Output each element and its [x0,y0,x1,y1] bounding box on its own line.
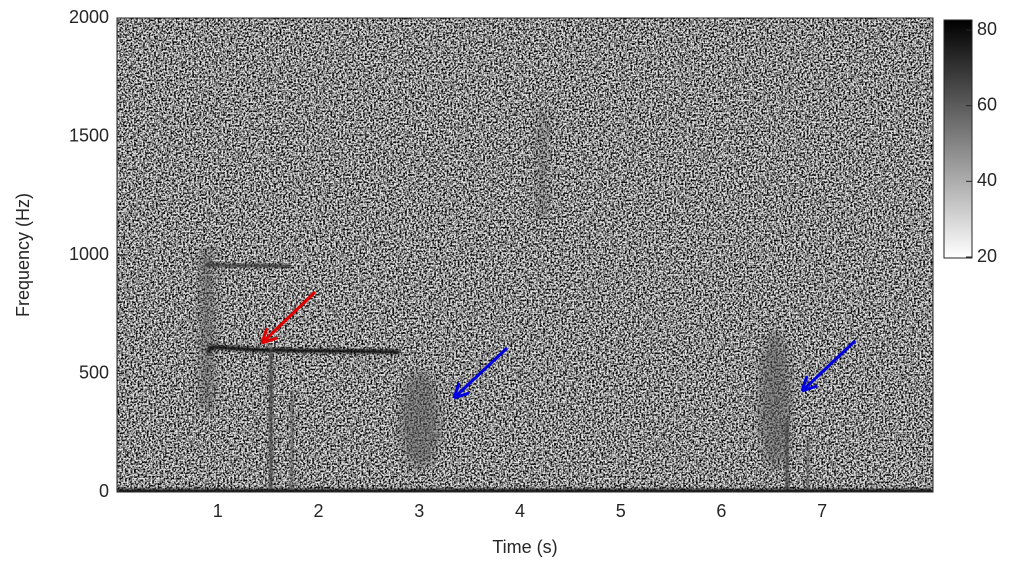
x-tick-label: 1 [213,501,223,521]
colorbar-tick-label: 40 [977,170,997,190]
x-tick-label: 6 [716,501,726,521]
y-tick-label: 1500 [69,125,109,145]
x-tick-label: 5 [616,501,626,521]
colorbar [943,19,973,259]
x-tick-label: 7 [817,501,827,521]
y-tick-label: 0 [99,481,109,501]
y-tick-label: 500 [79,362,109,382]
x-axis-label: Time (s) [492,537,557,557]
x-tick-label: 4 [515,501,525,521]
spectrogram-image [117,18,933,492]
colorbar-tick-label: 20 [977,246,997,266]
annotation-arrows [260,290,857,400]
colorbar-tick-label: 60 [977,94,997,114]
colorbar-tick-label: 80 [977,19,997,39]
x-tick-label: 3 [414,501,424,521]
y-axis-label: Frequency (Hz) [13,193,33,317]
y-tick-label: 2000 [69,7,109,27]
x-tick-label: 2 [313,501,323,521]
y-tick-label: 1000 [69,244,109,264]
